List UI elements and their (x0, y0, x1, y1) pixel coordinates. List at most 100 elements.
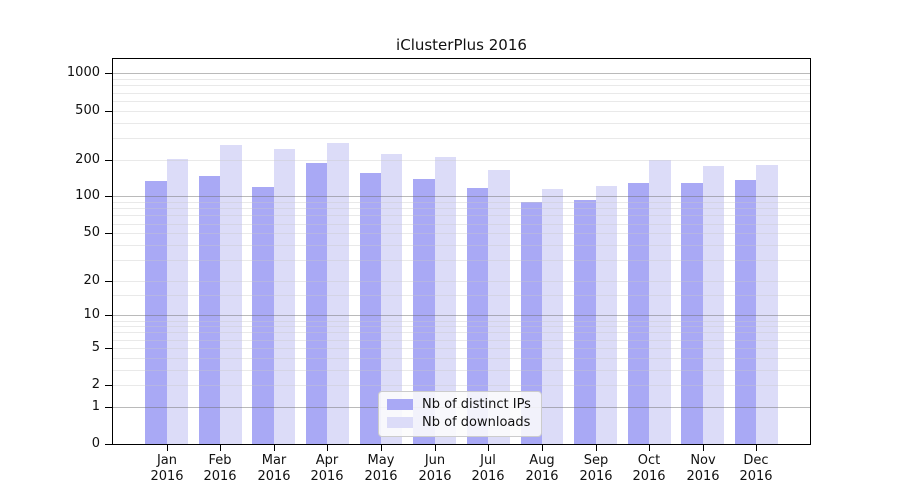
x-tick-label-jan: Jan 2016 (135, 453, 199, 485)
gridline-9 (113, 321, 810, 322)
bar-downloads-jun (434, 157, 457, 444)
y-tick-label-200: 200 (75, 152, 100, 167)
x-label-year: 2016 (203, 469, 237, 484)
x-label-year: 2016 (525, 469, 559, 484)
x-label-month: Jun (424, 453, 446, 468)
bar-downloads-jul (488, 169, 510, 444)
y-tick-label-500: 500 (75, 103, 100, 118)
y-tick-200 (105, 160, 112, 161)
bar-downloads-may (381, 154, 403, 444)
x-tick-label-oct: Oct 2016 (617, 453, 681, 485)
x-label-year: 2016 (579, 469, 613, 484)
y-tick-label-10: 10 (83, 307, 100, 322)
x-label-month: Sep (583, 453, 609, 468)
gridline-1000 (113, 73, 810, 74)
legend-label-downloads: Nb of downloads (422, 415, 531, 430)
chart-title: iClusterPlus 2016 (396, 36, 527, 54)
x-label-year: 2016 (418, 469, 452, 484)
legend: Nb of distinct IPs Nb of downloads (378, 391, 542, 437)
bar-distinct-ips-sep (574, 200, 596, 444)
bar-distinct-ips-aug (520, 202, 542, 444)
x-label-year: 2016 (257, 469, 291, 484)
x-tick-label-mar: Mar 2016 (242, 453, 306, 485)
x-tick-feb (220, 445, 221, 451)
gridline-400 (113, 123, 810, 124)
x-tick-aug (542, 445, 543, 451)
x-tick-mar (274, 445, 275, 451)
x-label-month: Feb (208, 453, 232, 468)
x-tick-may (381, 445, 382, 451)
y-tick-500 (105, 111, 112, 112)
y-tick-20 (105, 281, 112, 282)
x-label-month: Aug (529, 453, 555, 468)
x-label-month: Apr (315, 453, 339, 468)
x-tick-label-nov: Nov 2016 (671, 453, 735, 485)
bar-distinct-ips-feb (198, 176, 221, 444)
y-tick-label-50: 50 (83, 225, 100, 240)
x-label-year: 2016 (364, 469, 398, 484)
bar-downloads-aug (541, 189, 564, 444)
y-tick-label-0: 0 (91, 436, 100, 451)
x-tick-jul (488, 445, 489, 451)
bar-distinct-ips-nov (681, 183, 703, 444)
y-tick-label-100: 100 (75, 188, 100, 203)
x-label-year: 2016 (471, 469, 505, 484)
x-label-year: 2016 (739, 469, 773, 484)
x-tick-oct (649, 445, 650, 451)
gridline-700 (113, 93, 810, 94)
gridline-6 (113, 340, 810, 341)
gridline-8 (113, 326, 810, 327)
x-tick-label-aug: Aug 2016 (510, 453, 574, 485)
x-tick-label-may: May 2016 (349, 453, 413, 485)
bar-distinct-ips-jun (413, 178, 435, 444)
x-label-month: Jul (480, 453, 496, 468)
y-tick-label-5: 5 (91, 340, 100, 355)
bar-downloads-mar (273, 149, 296, 444)
x-label-month: Jan (156, 453, 178, 468)
x-tick-nov (703, 445, 704, 451)
x-tick-sep (596, 445, 597, 451)
gridline-300 (113, 138, 810, 139)
x-label-month: Nov (690, 453, 716, 468)
gridline-40 (113, 245, 810, 246)
gridline-50 (113, 233, 810, 234)
y-tick-100 (105, 196, 112, 197)
gridline-4 (113, 358, 810, 359)
y-tick-5 (105, 348, 112, 349)
x-tick-dec (756, 445, 757, 451)
x-label-month: Dec (743, 453, 769, 468)
bar-downloads-apr (327, 142, 349, 444)
gridline-5 (113, 348, 810, 349)
legend-swatch-distinct-ips (387, 399, 413, 410)
bar-downloads-oct (649, 160, 671, 444)
x-label-month: Mar (261, 453, 287, 468)
bar-downloads-feb (220, 144, 242, 444)
bar-distinct-ips-jul (466, 187, 489, 444)
gridline-7 (113, 332, 810, 333)
gridline-100 (113, 196, 810, 197)
gridline-70 (113, 215, 810, 216)
x-label-month: May (367, 453, 395, 468)
y-tick-label-1: 1 (91, 399, 100, 414)
bar-distinct-ips-jan (145, 180, 167, 444)
bar-distinct-ips-mar (252, 186, 274, 444)
gridline-200 (113, 160, 810, 161)
gridline-500 (113, 111, 810, 112)
gridline-20 (113, 281, 810, 282)
x-tick-apr (327, 445, 328, 451)
x-label-month: Oct (637, 453, 661, 468)
y-tick-1 (105, 407, 112, 408)
x-label-year: 2016 (310, 469, 344, 484)
gridline-10 (113, 315, 810, 316)
bar-distinct-ips-apr (306, 162, 328, 444)
gridline-30 (113, 260, 810, 261)
gridline-600 (113, 101, 810, 102)
legend-entry-distinct-ips: Nb of distinct IPs (387, 397, 531, 412)
legend-entry-downloads: Nb of downloads (387, 415, 531, 430)
bar-downloads-nov (702, 165, 725, 444)
bar-distinct-ips-dec (734, 180, 757, 444)
y-tick-50 (105, 233, 112, 234)
bar-distinct-ips-may (359, 173, 382, 444)
gridline-60 (113, 224, 810, 225)
